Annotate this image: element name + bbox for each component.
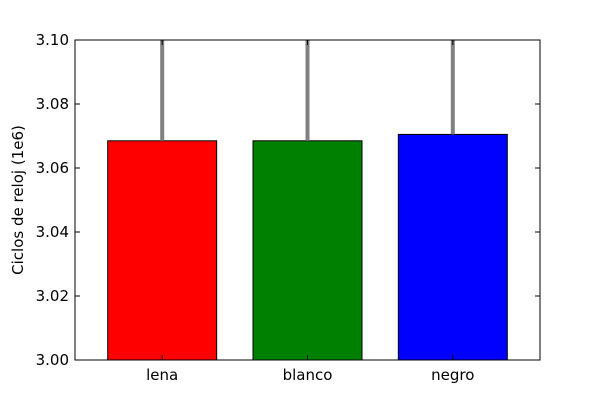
y-tick-label: 3.08 [36,95,69,113]
x-ticks-group: lena blanco negro [146,40,474,384]
bar-blanco [252,140,363,361]
x-tick-label: lena [146,366,178,384]
y-tick-label: 3.04 [36,223,69,241]
bar-lena [107,140,218,361]
y-tick-label: 3.02 [36,287,69,305]
bar-negro [397,133,508,361]
y-tick-label: 3.00 [36,351,69,369]
y-tick-label: 3.06 [36,159,69,177]
x-tick-label: blanco [283,366,333,384]
y-ticks-group: 3.00 3.02 3.04 3.06 3.08 3.10 [36,31,540,369]
error-bars-group [160,40,455,141]
y-axis-label: Ciclos de reloj (1e6) [9,125,27,275]
x-tick-label: negro [431,366,474,384]
bars-group [107,133,508,361]
y-tick-label: 3.10 [36,31,69,49]
